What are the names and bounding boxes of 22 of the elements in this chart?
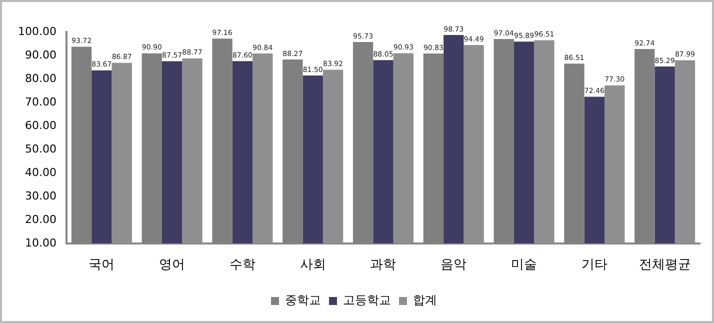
x-tick-label: 사회 xyxy=(300,258,326,273)
y-tick-label: 90.00 xyxy=(24,48,56,62)
legend-label: 중학교 xyxy=(285,293,321,308)
y-tick-label: 100.00 xyxy=(18,24,56,38)
y-tick-label: 60.00 xyxy=(24,118,56,132)
legend-label: 고등학교 xyxy=(343,293,391,308)
x-tick-label: 과학 xyxy=(370,258,396,273)
y-tick-label: 70.00 xyxy=(24,95,56,108)
y-tick-label: 20.00 xyxy=(24,212,56,226)
y-tick-label: 10.00 xyxy=(24,236,56,250)
x-tick-label: 음악 xyxy=(440,258,467,273)
x-tick-label: 수학 xyxy=(229,258,256,273)
x-tick-label: 국어 xyxy=(88,258,115,273)
x-tick-label: 기타 xyxy=(581,258,608,273)
y-tick-label: 40.00 xyxy=(24,166,56,179)
x-tick-label: 전체평균 xyxy=(638,258,691,273)
y-tick-label: 80.00 xyxy=(24,72,56,85)
y-tick-label: 50.00 xyxy=(24,142,56,156)
y-tick-label: 30.00 xyxy=(24,189,56,202)
x-tick-label: 미술 xyxy=(511,258,538,273)
x-tick-label: 영어 xyxy=(159,258,186,273)
legend-label: 합계 xyxy=(413,293,437,308)
